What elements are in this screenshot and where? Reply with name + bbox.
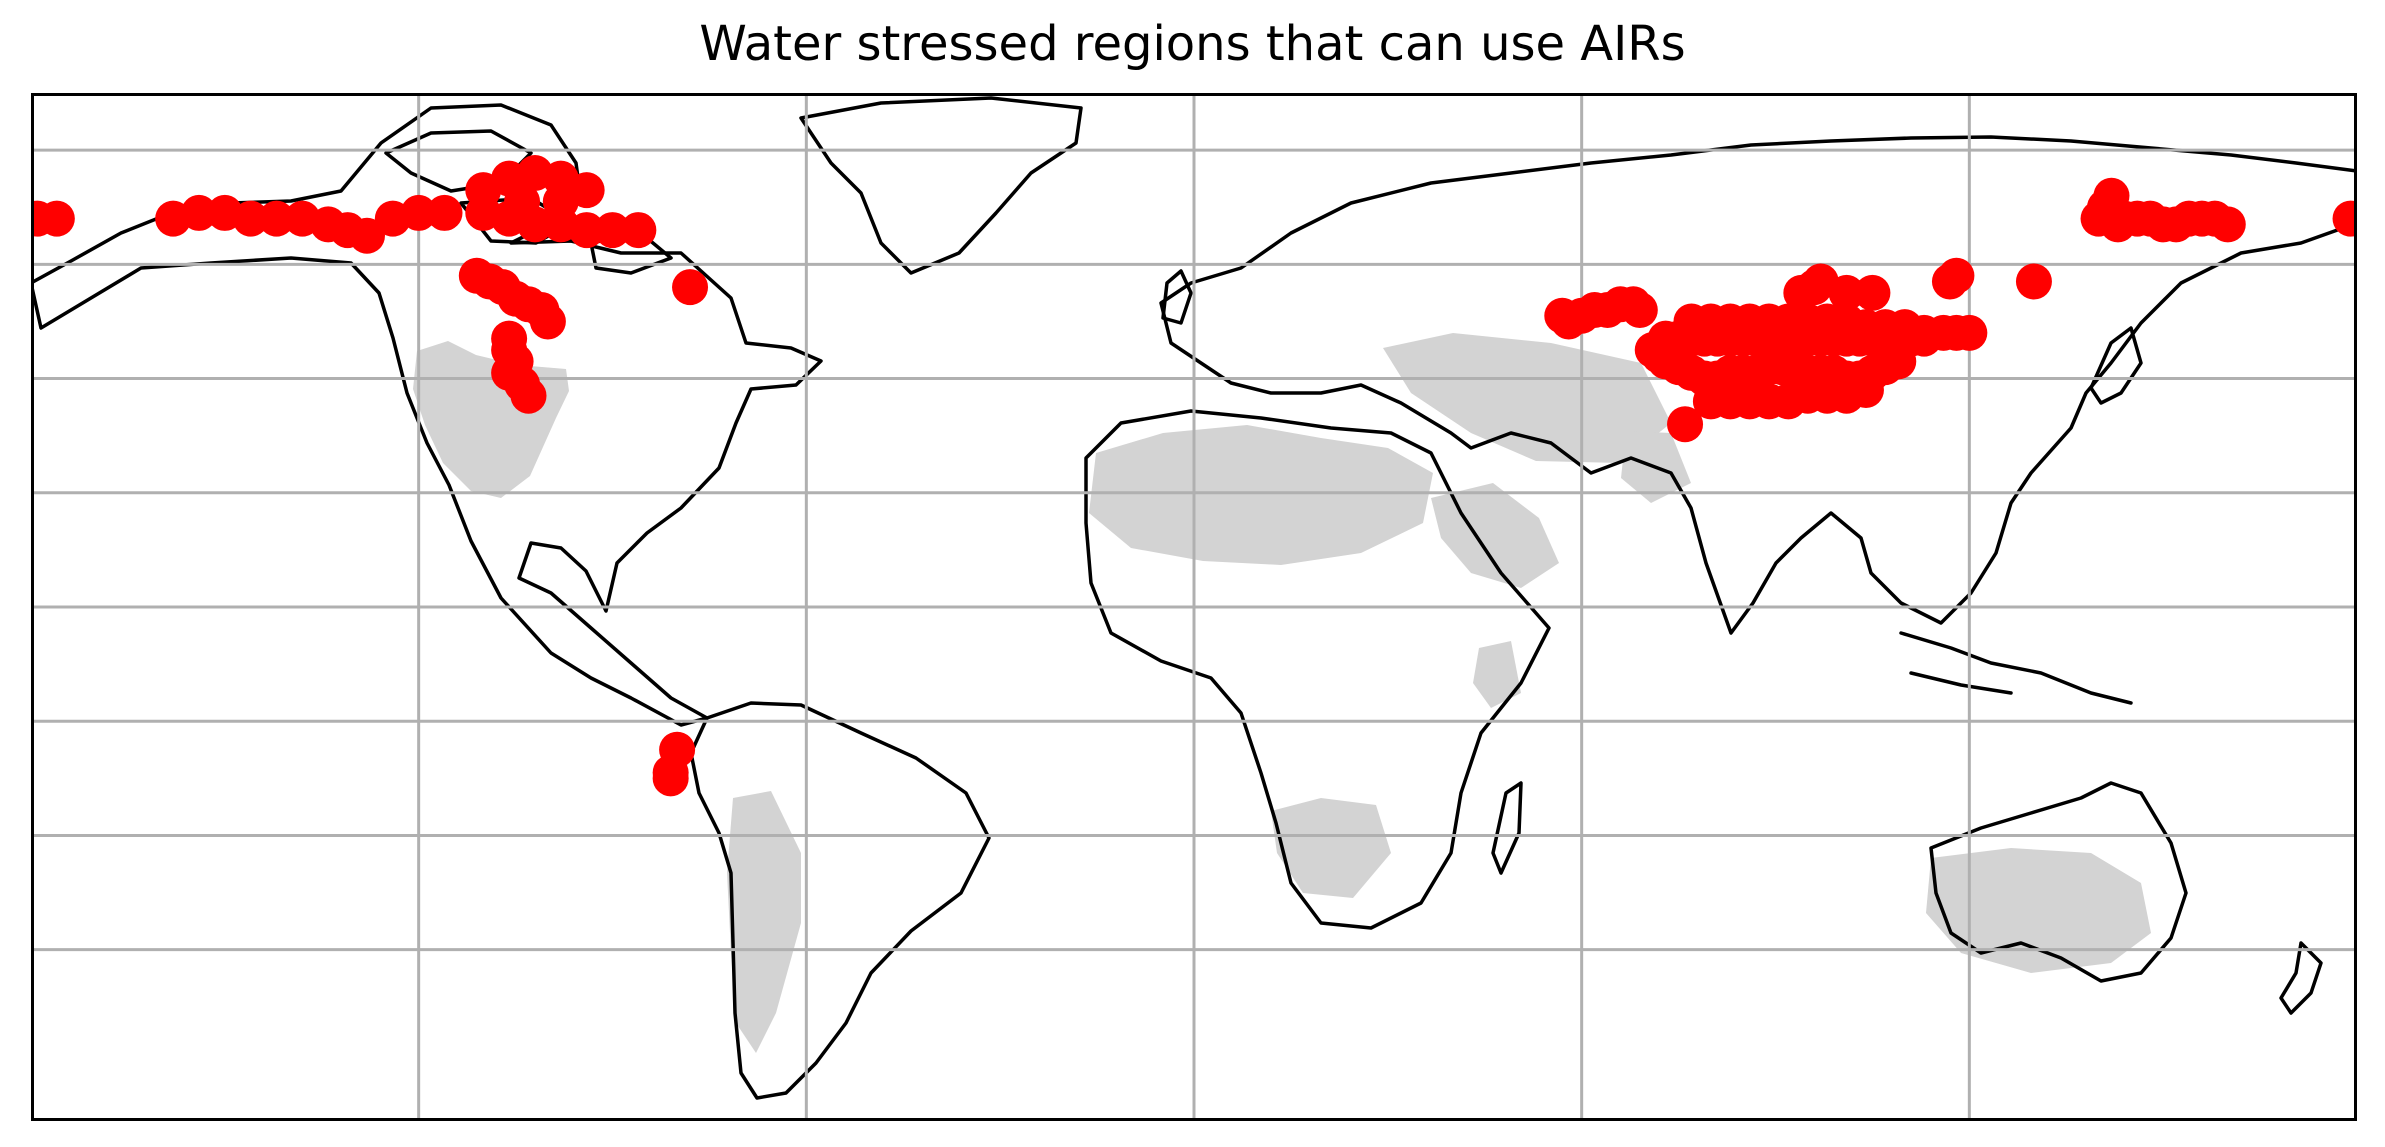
stress-region-sahara [1089, 425, 1433, 565]
stress-region-south-america-west [727, 791, 801, 1053]
air-site-point [1828, 274, 1865, 311]
air-site-point [504, 183, 541, 220]
air-site-point [620, 212, 657, 249]
air-site-point [1951, 314, 1988, 351]
air-site-point [1847, 371, 1884, 408]
coastline-south-america [689, 701, 991, 1100]
air-site-point [348, 217, 385, 254]
air-site-point [38, 200, 75, 237]
air-site-point [1854, 274, 1891, 311]
stress-region-australia [1926, 848, 2151, 973]
air-site-point [426, 194, 463, 231]
air-sites-layer [31, 154, 2357, 797]
air-site-point [2332, 200, 2357, 237]
coastline-north-america [31, 103, 823, 727]
air-site-point [2015, 263, 2052, 300]
stress-region-western-us [413, 341, 569, 498]
air-site-point [400, 194, 437, 231]
air-site-point [652, 760, 689, 797]
air-site-point [180, 194, 217, 231]
air-site-point [1621, 292, 1658, 329]
air-site-point [1938, 257, 1975, 294]
map-title: Water stressed regions that can use AIRs [699, 16, 1686, 72]
air-site-point [258, 200, 295, 237]
coastline-africa [1084, 409, 1551, 930]
air-site-point [1667, 406, 1704, 443]
coastline-japan [2089, 326, 2143, 405]
coastline-indonesia [1899, 631, 2133, 705]
map-frame-border [31, 93, 2357, 1121]
air-site-point [2209, 206, 2246, 243]
coastline-madagascar [1491, 781, 1523, 875]
air-site-point [594, 212, 631, 249]
air-site-point [672, 269, 709, 306]
air-site-point [232, 200, 269, 237]
air-site-point [529, 303, 566, 340]
coastline-greenland [799, 96, 1083, 275]
coastline-australia [1929, 781, 2188, 983]
air-site-point [542, 183, 579, 220]
water-stress-layer [413, 333, 2151, 1053]
coastline-uk [1161, 269, 1193, 325]
air-site-point [568, 212, 605, 249]
air-site-point [510, 377, 547, 414]
world-map[interactable] [31, 93, 2357, 1121]
gridlines [31, 93, 2357, 1121]
stress-region-arabia [1431, 483, 1559, 588]
stress-region-southern-africa [1271, 798, 1391, 898]
stress-region-horn [1473, 641, 1521, 708]
coastline-eurasia [1159, 135, 2357, 635]
stress-region-iran-central-asia [1383, 333, 1671, 463]
coastline-new-zealand [2279, 941, 2323, 1015]
